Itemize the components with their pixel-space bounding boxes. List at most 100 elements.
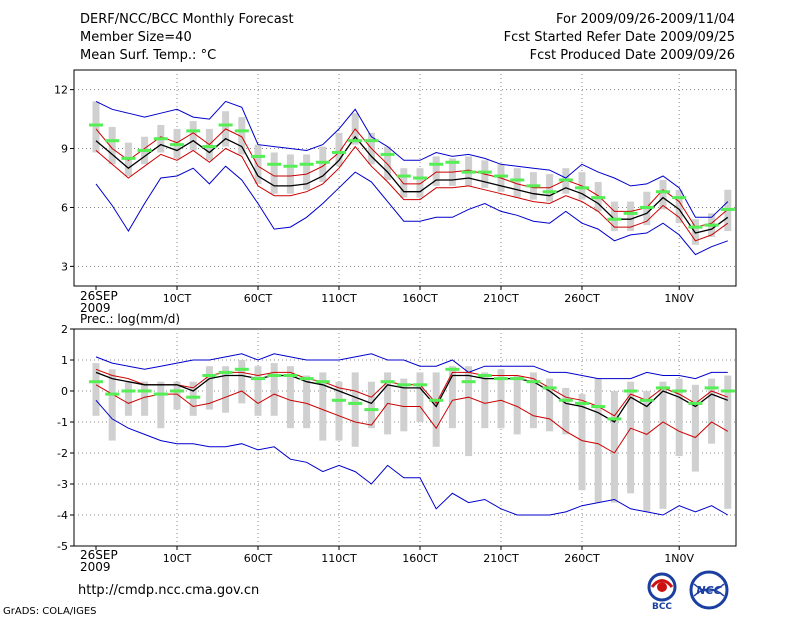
prec-spread-box bbox=[643, 391, 651, 512]
temp-lower-line bbox=[95, 145, 729, 242]
prec-observed-marker bbox=[218, 370, 233, 374]
prec-spread-box bbox=[286, 366, 294, 429]
temp-observed-marker bbox=[121, 156, 136, 160]
prec-observed-marker bbox=[688, 401, 703, 405]
prec-observed-marker bbox=[542, 386, 557, 390]
temp-spread-box bbox=[303, 154, 311, 190]
top-x-start-year: 2009 bbox=[80, 301, 111, 315]
prec-ytick-label: -5 bbox=[57, 540, 68, 553]
member-size: Member Size=40 bbox=[80, 30, 192, 45]
prec-ytick-label: -3 bbox=[57, 478, 68, 491]
bcc-logo: BCC bbox=[647, 572, 677, 610]
temp-observed-marker bbox=[413, 176, 427, 180]
prec-max-line bbox=[95, 353, 728, 380]
temp-observed-marker bbox=[234, 129, 249, 133]
temp-observed-marker bbox=[396, 174, 411, 178]
temp-observed-marker bbox=[364, 139, 379, 143]
prec-xtick-label: 1N0V bbox=[664, 552, 694, 565]
prec-observed-marker bbox=[429, 398, 444, 402]
temp-observed-marker bbox=[89, 123, 103, 127]
prec-observed-marker bbox=[267, 374, 282, 377]
temp-observed-marker bbox=[558, 178, 573, 182]
precip-panel-title: Prec.: log(mm/d) bbox=[80, 312, 181, 326]
grads-credit: GrADS: COLA/IGES bbox=[3, 606, 97, 617]
temp-observed-marker bbox=[672, 196, 687, 200]
temp-observed-marker bbox=[429, 162, 444, 166]
temp-spread-box bbox=[238, 117, 246, 155]
prec-xtick-label: 110CT bbox=[321, 552, 357, 565]
temp-spread-box bbox=[675, 189, 683, 224]
temp-spread-box bbox=[400, 168, 408, 198]
prec-spread-box bbox=[124, 381, 132, 416]
temp-observed-marker bbox=[251, 154, 265, 158]
temp-upper-line bbox=[95, 128, 729, 228]
prec-observed-marker bbox=[623, 389, 638, 393]
prec-observed-marker bbox=[315, 380, 330, 384]
temp-observed-marker bbox=[137, 149, 152, 153]
prec-observed-marker bbox=[105, 392, 120, 396]
prec-spread-box bbox=[448, 366, 456, 429]
temp-observed-marker bbox=[477, 170, 492, 174]
prec-observed-marker bbox=[461, 380, 476, 384]
prec-spread-box bbox=[562, 387, 570, 435]
prec-observed-marker bbox=[121, 389, 136, 393]
temp-xtick-label: 260CT bbox=[564, 292, 600, 305]
prec-spread-box bbox=[367, 381, 375, 429]
prec-observed-marker bbox=[299, 377, 314, 381]
prec-ytick-label: 2 bbox=[61, 323, 68, 336]
prec-observed-marker bbox=[672, 389, 687, 393]
prec-spread-box bbox=[529, 372, 537, 429]
prec-spread-box bbox=[610, 391, 618, 503]
prec-spread-box bbox=[319, 372, 327, 441]
ncc-logo: NCC bbox=[689, 570, 729, 610]
temp-observed-marker bbox=[348, 139, 363, 143]
temp-observed-marker bbox=[591, 196, 606, 200]
start-date: Fcst Started Refer Date 2009/09/25 bbox=[503, 30, 735, 45]
temp-observed-marker bbox=[283, 164, 298, 168]
prec-ytick-label: -4 bbox=[57, 509, 68, 522]
temp-ytick-label: 3 bbox=[61, 260, 68, 273]
prec-spread-box bbox=[254, 366, 262, 416]
prec-xtick-label: 260CT bbox=[564, 552, 600, 565]
prec-observed-marker bbox=[510, 377, 525, 381]
prec-observed-marker bbox=[445, 367, 460, 371]
prec-observed-marker bbox=[202, 374, 217, 377]
prec-observed-marker bbox=[704, 386, 719, 390]
prec-spread-box bbox=[627, 381, 635, 494]
temp-spread-box bbox=[416, 168, 424, 198]
prec-spread-box bbox=[497, 369, 505, 429]
temp-observed-marker bbox=[656, 190, 670, 194]
prec-spread-box bbox=[659, 381, 667, 509]
prec-spread-box bbox=[141, 381, 149, 416]
temp-observed-marker bbox=[607, 217, 622, 221]
prec-observed-marker bbox=[364, 408, 379, 412]
prec-observed-marker bbox=[720, 389, 735, 393]
prec-spread-box bbox=[335, 381, 343, 441]
temp-observed-marker bbox=[639, 205, 654, 209]
ncc-logo-text: NCC bbox=[696, 584, 721, 597]
temp-spread-box bbox=[335, 132, 343, 167]
prec-observed-marker bbox=[234, 367, 249, 371]
temp-observed-marker bbox=[623, 211, 638, 215]
prec-observed-marker bbox=[283, 374, 298, 377]
temp-observed-marker bbox=[575, 186, 589, 190]
temp-ytick-label: 9 bbox=[61, 143, 68, 156]
temp-min-line bbox=[95, 165, 728, 256]
prec-ytick-label: 0 bbox=[61, 385, 68, 398]
prec-spread-box bbox=[400, 378, 408, 432]
temp-spread-box bbox=[189, 121, 197, 151]
prec-xtick-label: 60CT bbox=[244, 552, 273, 565]
prec-spread-box bbox=[594, 378, 602, 503]
temp-plot-frame bbox=[73, 69, 737, 287]
temp-spread-box bbox=[432, 156, 440, 186]
temp-observed-marker bbox=[380, 152, 395, 156]
prec-observed-marker bbox=[332, 398, 346, 402]
temp-spread-box bbox=[659, 179, 667, 210]
bottom-x-start-year: 2009 bbox=[80, 560, 111, 574]
variable-label: Mean Surf. Temp.: °C bbox=[80, 48, 217, 63]
temp-observed-marker bbox=[704, 223, 719, 227]
prec-observed-marker bbox=[639, 398, 654, 402]
prec-observed-marker bbox=[251, 377, 265, 381]
temp-spread-box bbox=[513, 168, 521, 198]
